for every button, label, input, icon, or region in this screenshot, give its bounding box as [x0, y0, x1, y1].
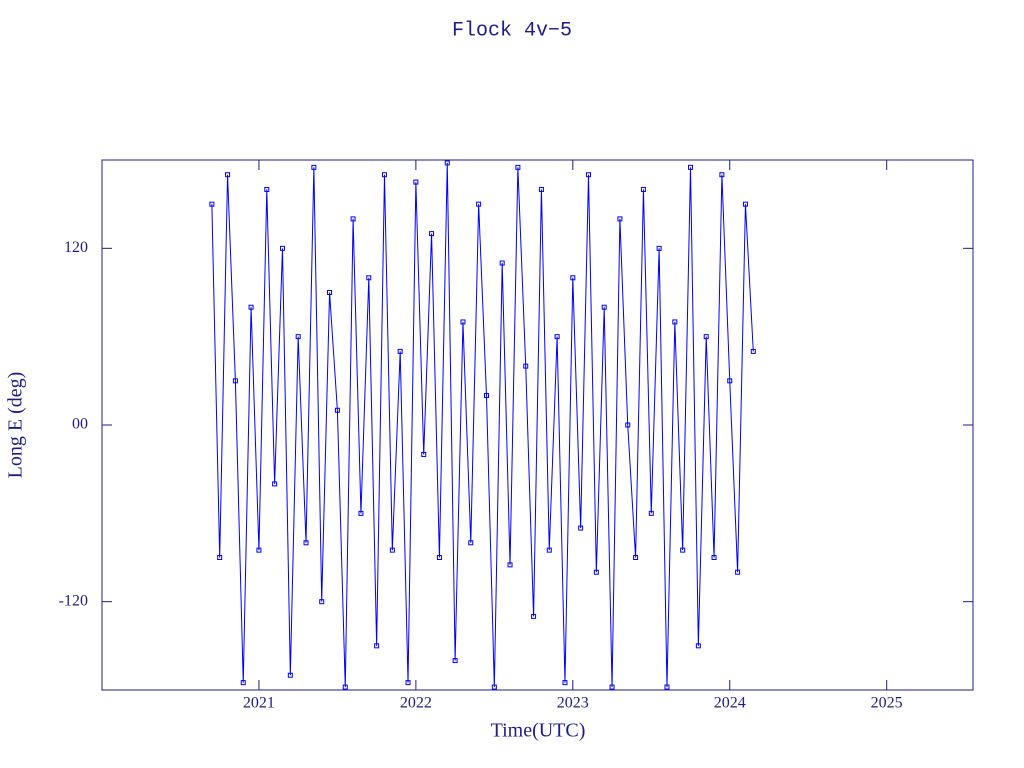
data-point: [688, 164, 694, 170]
x-tick-label: 2021: [243, 695, 275, 712]
data-point: [695, 643, 701, 649]
data-point: [327, 290, 333, 295]
data-point: [750, 348, 756, 354]
data-point: [358, 510, 364, 516]
data-point: [633, 555, 639, 560]
data-point: [656, 245, 662, 251]
x-tick-label: 2024: [714, 695, 746, 712]
data-point: [664, 684, 670, 690]
data-point: [311, 164, 317, 170]
data-point: [476, 201, 482, 207]
data-point: [593, 569, 599, 575]
data-point: [742, 201, 748, 207]
data-point: [538, 186, 544, 192]
data-point: [625, 422, 631, 428]
data-point: [232, 378, 238, 384]
data-point: [672, 319, 678, 325]
x-tick-label: 2025: [871, 695, 903, 712]
data-point: [507, 562, 513, 568]
data-point: [499, 260, 505, 266]
data-point: [413, 179, 419, 185]
data-point: [240, 680, 246, 686]
data-point: [483, 393, 489, 399]
data-point: [460, 319, 466, 325]
data-point: [429, 231, 435, 237]
y-axis-label: Long E (deg): [5, 372, 27, 479]
data-point: [397, 348, 403, 354]
data-point: [711, 555, 717, 560]
data-point: [554, 334, 560, 340]
x-tick-label: 2022: [400, 695, 432, 712]
y-tick-label: 120: [64, 239, 88, 256]
data-point: [256, 547, 262, 553]
data-point: [217, 555, 223, 560]
data-point: [609, 684, 615, 690]
x-axis-label: Time(UTC): [491, 720, 586, 742]
data-point: [225, 172, 231, 178]
data-point: [640, 186, 646, 192]
data-point: [680, 547, 686, 553]
data-point: [334, 407, 340, 413]
data-point: [515, 164, 521, 170]
data-point: [421, 451, 427, 457]
data-point: [562, 680, 568, 686]
data-point: [452, 658, 458, 664]
data-point: [491, 684, 497, 690]
data-point: [523, 363, 529, 369]
data-point: [279, 245, 285, 251]
data-point: [703, 334, 709, 340]
data-point: [586, 172, 592, 178]
data-point: [719, 172, 725, 178]
data-point: [601, 304, 607, 310]
data-point: [648, 510, 654, 516]
data-point: [444, 160, 450, 166]
data-point: [546, 547, 552, 553]
data-point: [303, 540, 309, 546]
y-tick-label: -120: [59, 592, 88, 609]
data-point: [342, 684, 348, 690]
data-point: [366, 275, 372, 281]
data-point: [735, 569, 741, 575]
data-point: [468, 540, 474, 546]
data-point: [617, 216, 623, 222]
data-point: [272, 481, 278, 487]
data-point: [436, 555, 442, 560]
data-point: [389, 547, 395, 553]
data-point: [381, 172, 387, 178]
data-point: [248, 304, 254, 310]
data-point: [287, 672, 293, 678]
data-point: [374, 643, 380, 649]
data-point: [570, 275, 576, 281]
data-point: [350, 216, 356, 222]
data-point: [727, 378, 733, 384]
data-point: [405, 680, 411, 686]
data-line: [211, 162, 754, 688]
x-tick-label: 2023: [557, 695, 589, 712]
y-tick-label: 00: [72, 416, 88, 433]
data-point: [319, 599, 325, 605]
data-point: [578, 525, 584, 531]
data-point: [209, 201, 215, 207]
chart-title: Flock 4v−5: [452, 19, 572, 42]
data-point: [264, 186, 270, 192]
data-point: [531, 613, 537, 619]
data-point: [295, 334, 301, 340]
